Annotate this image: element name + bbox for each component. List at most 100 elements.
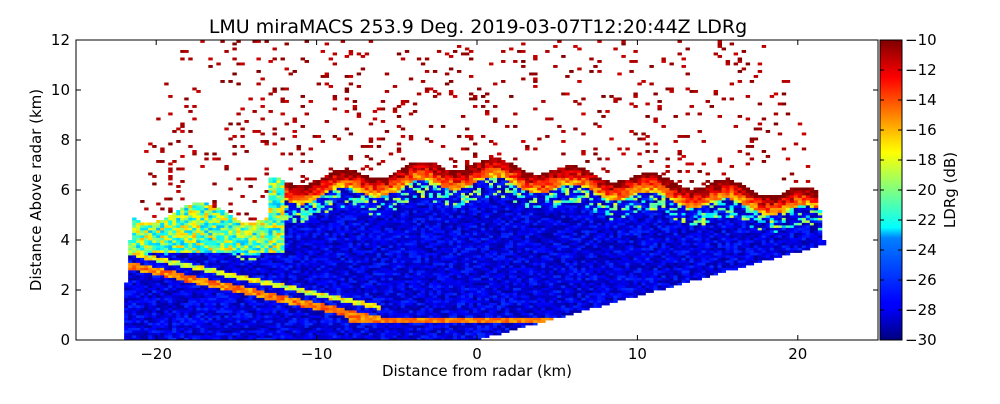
ldr-cell — [132, 252, 137, 256]
ldr-cell — [228, 300, 233, 303]
ldr-cell — [240, 320, 245, 323]
ldr-cell — [160, 317, 165, 321]
ldr-cell — [292, 257, 297, 261]
ldr-cell — [300, 152, 305, 156]
ldr-cell — [244, 240, 249, 243]
ldr-cell — [220, 322, 225, 326]
ldr-cell — [172, 292, 177, 296]
ldr-cell — [256, 300, 261, 303]
ldr-cell — [304, 252, 309, 256]
ldr-cell — [356, 205, 362, 208]
ldr-cell — [216, 280, 221, 283]
ldr-cell — [188, 312, 193, 316]
ldr-cell — [124, 302, 129, 306]
ldr-cell — [380, 305, 386, 308]
ldr-cell — [404, 177, 410, 181]
ldr-cell — [304, 205, 309, 208]
ldr-cell — [280, 137, 285, 141]
ldr-cell — [392, 192, 398, 196]
ldr-cell — [152, 267, 157, 271]
ldr-cell — [164, 260, 169, 263]
ldr-cell — [312, 235, 317, 238]
ldr-cell — [264, 330, 269, 333]
ldr-cell — [148, 265, 153, 268]
ldr-cell — [176, 265, 181, 268]
ldr-cell — [424, 205, 430, 208]
ldr-cell — [336, 310, 342, 313]
ldr-cell — [316, 290, 322, 293]
ldr-cell — [340, 265, 346, 268]
ldr-cell — [300, 332, 305, 336]
ldr-cell — [348, 247, 354, 251]
ldr-cell — [420, 327, 426, 331]
ldr-cell — [416, 285, 422, 288]
ldr-cell — [432, 232, 438, 236]
ldr-cell — [264, 142, 269, 146]
ldr-cell — [440, 272, 446, 276]
ldr-cell — [168, 215, 173, 218]
ldr-cell — [184, 230, 189, 233]
ldr-cell — [304, 220, 309, 223]
ldr-cell — [396, 262, 402, 266]
ldr-cell — [360, 325, 366, 328]
ldr-cell — [372, 205, 378, 208]
ldr-cell — [336, 222, 342, 226]
ldr-cell — [424, 335, 430, 338]
ldr-cell — [152, 332, 157, 336]
ldr-cell — [420, 202, 426, 206]
ldr-cell — [176, 255, 181, 258]
ldr-cell — [336, 172, 342, 176]
ldr-cell — [244, 232, 249, 236]
ldr-cell — [228, 237, 233, 241]
ldr-cell — [264, 262, 269, 266]
ldr-cell — [168, 302, 173, 306]
ldr-cell — [376, 190, 382, 193]
ldr-cell — [320, 255, 326, 258]
ldr-cell — [280, 312, 285, 316]
ldr-cell — [328, 202, 334, 206]
ldr-cell — [308, 242, 313, 246]
ldr-cell — [312, 240, 317, 243]
ldr-cell — [300, 290, 305, 293]
ldr-cell — [332, 52, 338, 56]
ldr-cell — [144, 307, 149, 311]
ldr-cell — [264, 335, 269, 338]
ldr-cell — [284, 282, 289, 286]
ldr-cell — [252, 307, 257, 311]
ldr-cell — [376, 207, 382, 211]
ldr-cell — [188, 242, 193, 246]
ldr-cell — [200, 272, 205, 276]
ldr-cell — [204, 252, 209, 256]
ldr-cell — [232, 260, 237, 263]
ldr-cell — [256, 232, 261, 236]
ldr-cell — [392, 287, 398, 291]
ldr-cell — [320, 335, 326, 338]
ldr-cell — [128, 290, 133, 293]
ldr-cell — [400, 180, 406, 183]
ldr-cell — [188, 327, 193, 331]
ldr-cell — [348, 310, 354, 313]
ldr-cell — [344, 187, 350, 191]
ldr-cell — [208, 240, 213, 243]
ldr-cell — [292, 270, 297, 273]
ldr-cell — [420, 320, 426, 323]
ldr-cell — [152, 225, 157, 228]
ldr-cell — [400, 337, 406, 340]
ldr-cell — [192, 240, 197, 243]
ldr-cell — [392, 305, 398, 308]
ldr-cell — [412, 167, 418, 171]
ldr-cell — [236, 227, 241, 231]
ldr-cell — [280, 250, 285, 253]
ldr-cell — [316, 282, 322, 286]
ldr-cell — [212, 247, 217, 251]
ldr-cell — [344, 315, 350, 318]
ldr-cell — [360, 335, 366, 338]
ldr-cell — [280, 227, 285, 231]
ldr-cell — [376, 185, 382, 188]
ldr-cell — [428, 265, 434, 268]
ldr-cell — [404, 252, 410, 256]
ldr-cell — [272, 230, 277, 233]
ldr-cell — [252, 270, 257, 273]
ldr-cell — [276, 180, 281, 183]
ldr-cell — [172, 160, 177, 163]
